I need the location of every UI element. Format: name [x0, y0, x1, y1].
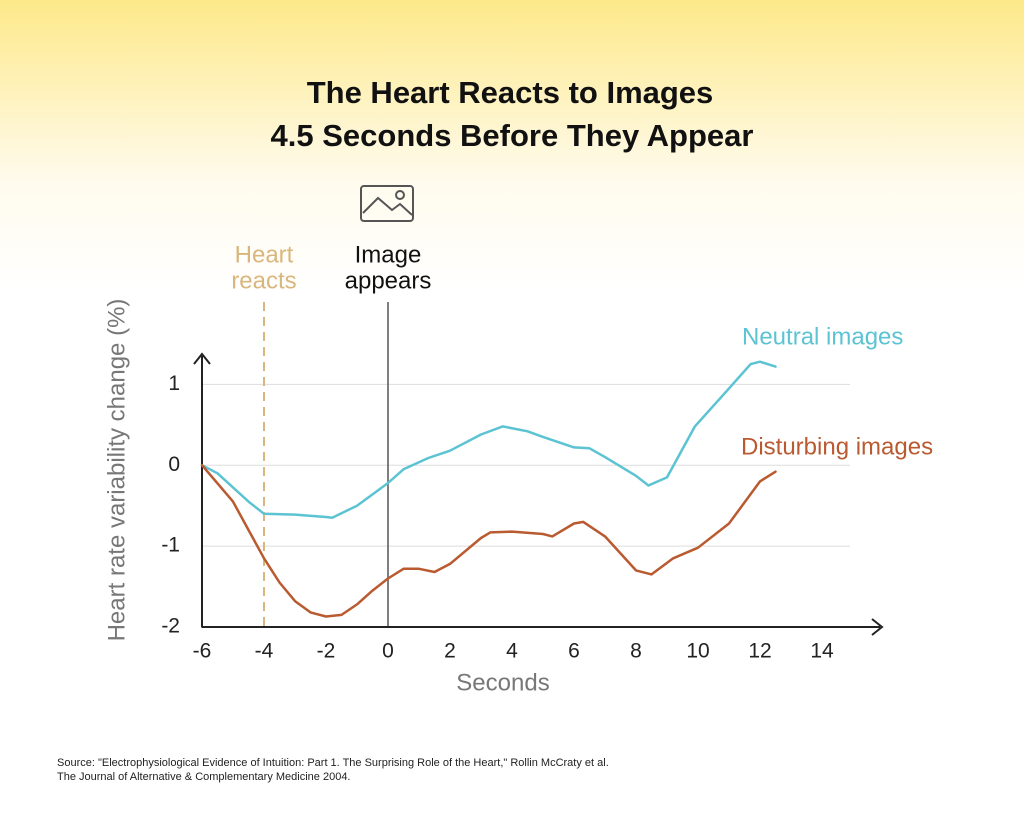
y-axis — [193, 352, 211, 627]
chart-title: 4.5 Seconds Before They Appear — [271, 118, 754, 153]
x-tick-label: 14 — [810, 640, 834, 663]
y-tick-label: -1 — [161, 534, 180, 557]
x-axis — [202, 618, 884, 636]
y-tick-label: 0 — [168, 453, 180, 476]
annotation-label: appears — [345, 267, 432, 294]
x-tick-label: -2 — [317, 640, 336, 663]
y-axis-label: Heart rate variability change (%) — [103, 299, 130, 642]
series-label: Neutral images — [742, 323, 903, 350]
x-tick-label: -6 — [193, 640, 212, 663]
series-line — [200, 463, 777, 618]
annotation-label: reacts — [231, 267, 296, 294]
source: Source: "Electrophysiological Evidence o… — [57, 757, 609, 769]
y-tick-label: 1 — [168, 372, 180, 395]
x-tick-label: 0 — [382, 640, 394, 663]
x-tick-label: 12 — [748, 640, 771, 663]
series-label: Disturbing images — [741, 433, 933, 460]
x-tick-label: -4 — [255, 640, 274, 663]
annotation-label: Image — [355, 241, 422, 268]
image-icon — [360, 185, 414, 222]
x-tick-label: 2 — [444, 640, 456, 663]
annotation-label: Heart — [235, 241, 294, 268]
x-tick-label: 4 — [506, 640, 518, 663]
y-tick-label: -2 — [161, 615, 180, 638]
x-axis-label: Seconds — [456, 669, 549, 696]
chart-title: The Heart Reacts to Images — [307, 75, 714, 110]
x-tick-label: 10 — [686, 640, 709, 663]
x-tick-label: 6 — [568, 640, 580, 663]
source: The Journal of Alternative & Complementa… — [57, 771, 351, 783]
x-tick-label: 8 — [630, 640, 642, 663]
series-line — [200, 360, 777, 520]
